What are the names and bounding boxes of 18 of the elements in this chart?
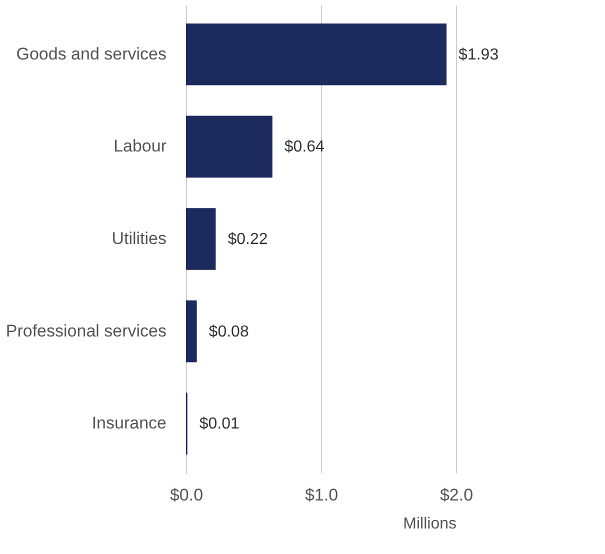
bar <box>186 23 447 86</box>
y-tick-label: Professional services <box>6 321 166 340</box>
data-label: $0.01 <box>199 416 240 433</box>
y-tick-label: Goods and services <box>16 44 166 64</box>
y-tick-label: Labour <box>114 136 167 156</box>
data-label: $0.08 <box>208 323 249 340</box>
data-label: $1.93 <box>458 46 499 64</box>
x-tick-label: $1.0 <box>304 486 338 504</box>
data-label: $0.64 <box>284 138 325 156</box>
x-tick-label: $0.0 <box>170 486 204 504</box>
data-label: $0.22 <box>228 231 268 248</box>
bar <box>186 116 272 178</box>
x-axis-title: Millions <box>403 516 456 532</box>
y-tick-label: Insurance <box>92 414 166 433</box>
y-tick-label: Utilities <box>112 229 166 248</box>
bar <box>186 300 197 362</box>
bar <box>186 208 216 270</box>
x-tick-label: $2.0 <box>440 486 474 504</box>
